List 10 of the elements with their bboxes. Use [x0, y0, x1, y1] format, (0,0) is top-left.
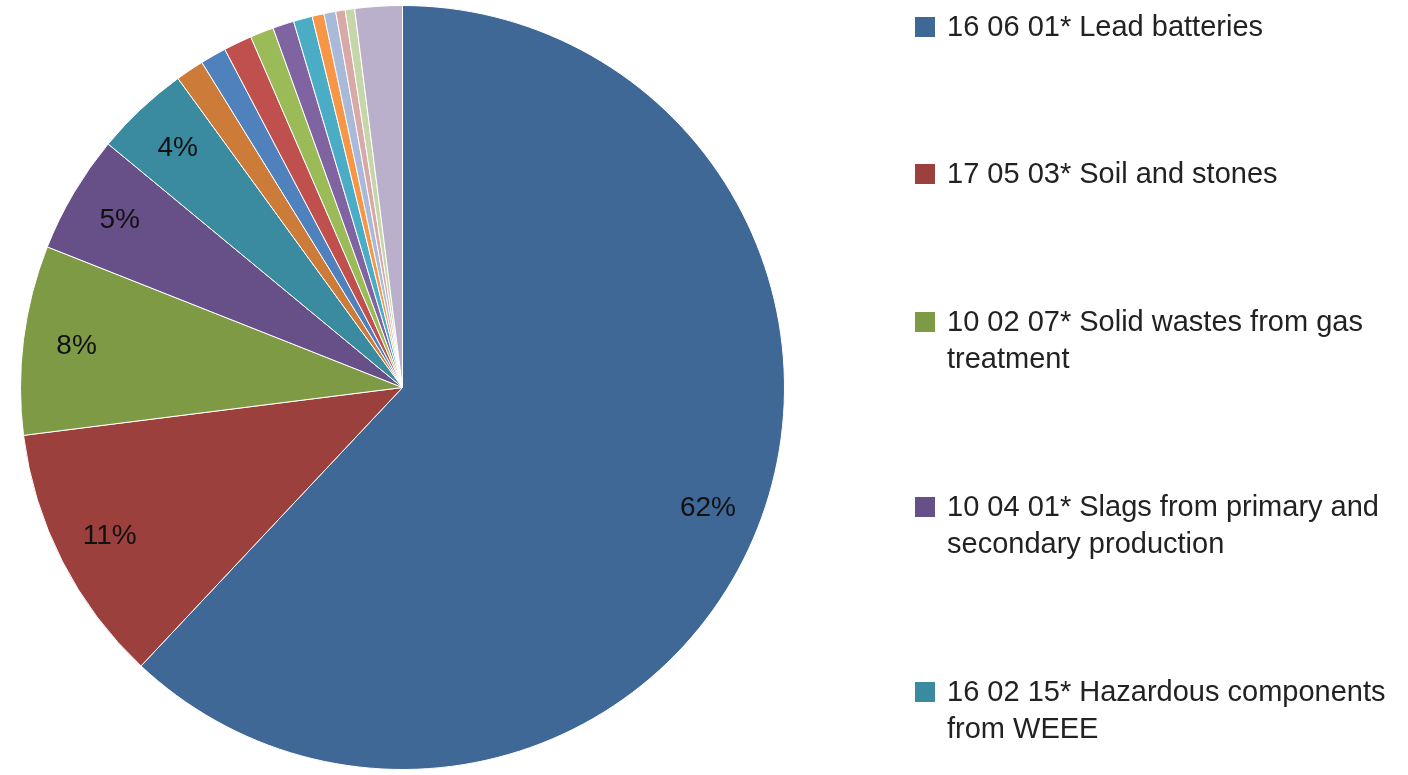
legend-label: 10 02 07* Solid wastes from gas treatment — [947, 303, 1364, 377]
data-label: 62% — [679, 491, 736, 523]
legend-label: 17 05 03* Soil and stones — [947, 156, 1278, 192]
legend-label: 10 04 01* Slags from primary and secondary production — [947, 488, 1380, 562]
data-label: 8% — [56, 329, 97, 361]
legend-label: 16 02 15* Hazardous components from WEEE — [947, 673, 1387, 747]
legend-label: 16 06 01* Lead batteries — [947, 9, 1264, 44]
data-label: 4% — [157, 130, 198, 162]
data-label: 11% — [82, 519, 137, 551]
data-label: 5% — [99, 202, 140, 234]
